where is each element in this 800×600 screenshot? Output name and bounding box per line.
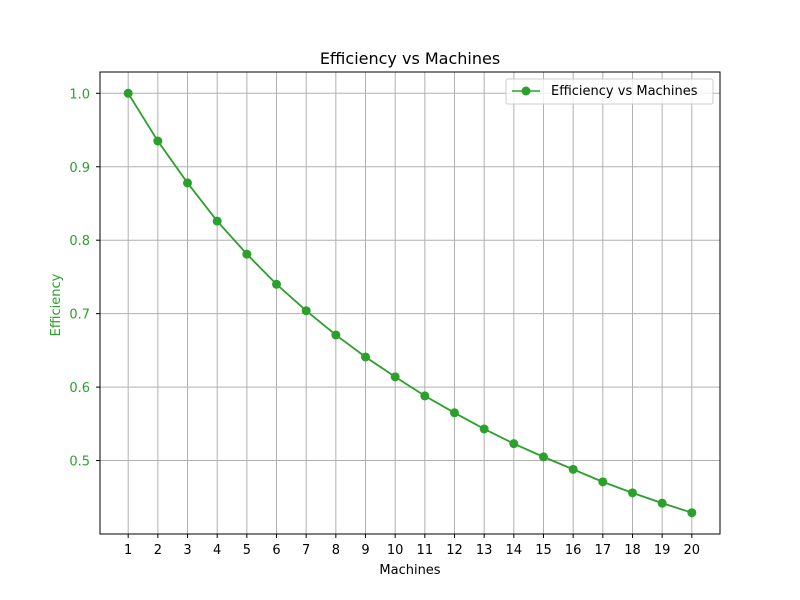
grid [100, 72, 720, 534]
data-point [687, 508, 697, 518]
y-tick-label: 0.7 [69, 308, 90, 323]
data-point [627, 488, 637, 498]
x-tick-label: 1 [124, 543, 132, 558]
data-point [123, 88, 133, 98]
x-tick-label: 10 [387, 543, 404, 558]
data-point [331, 330, 341, 340]
y-tick-label: 0.8 [69, 234, 90, 249]
data-point [272, 279, 282, 289]
x-tick-label: 3 [183, 543, 191, 558]
data-point [183, 178, 193, 188]
data-point [361, 352, 371, 362]
data-point [479, 424, 489, 434]
data-point [568, 464, 578, 474]
data-point [390, 372, 400, 382]
x-axis-ticks: 1 2 3 4 5 6 7 8 9 10 11 12 13 14 15 16 17 18 19 20 [124, 534, 700, 558]
x-tick-label: 13 [476, 543, 493, 558]
y-tick-label: 0.9 [69, 161, 90, 176]
x-tick-label: 18 [624, 543, 641, 558]
data-point [449, 408, 459, 418]
x-tick-label: 6 [272, 543, 280, 558]
data-point [153, 136, 163, 146]
data-point [212, 216, 222, 226]
x-tick-label: 15 [535, 543, 552, 558]
data-point [509, 439, 519, 449]
data-point [301, 306, 311, 316]
data-point [538, 452, 548, 462]
x-tick-label: 5 [243, 543, 251, 558]
y-tick-label: 1.0 [69, 87, 90, 102]
data-point [657, 498, 667, 508]
legend-marker-swatch [521, 86, 531, 96]
plot-area-frame [99, 71, 721, 535]
series-line [127, 92, 693, 514]
x-axis-label: Machines [379, 563, 440, 578]
data-point [420, 391, 430, 401]
legend-label: Efficiency vs Machines [551, 84, 698, 99]
x-tick-label: 4 [213, 543, 221, 558]
y-axis-label: Efficiency [49, 273, 64, 336]
x-tick-label: 20 [684, 543, 701, 558]
x-tick-label: 19 [654, 543, 671, 558]
chart-title: Efficiency vs Machines [320, 49, 500, 68]
x-tick-label: 14 [506, 543, 523, 558]
legend: Efficiency vs Machines [505, 78, 714, 105]
data-point [598, 477, 608, 487]
x-tick-label: 8 [332, 543, 340, 558]
x-tick-label: 17 [595, 543, 612, 558]
y-tick-label: 0.6 [69, 381, 90, 396]
x-tick-label: 16 [565, 543, 582, 558]
x-tick-label: 2 [154, 543, 162, 558]
series-layer [123, 88, 697, 518]
x-tick-label: 7 [302, 543, 310, 558]
y-tick-label: 0.5 [69, 455, 90, 470]
x-tick-label: 9 [361, 543, 369, 558]
legend-box [505, 78, 714, 105]
x-tick-label: 11 [417, 543, 434, 558]
data-point [242, 249, 252, 259]
x-tick-label: 12 [446, 543, 463, 558]
y-axis-ticks: 0.5 0.6 0.7 0.8 0.9 1.0 [69, 87, 100, 470]
